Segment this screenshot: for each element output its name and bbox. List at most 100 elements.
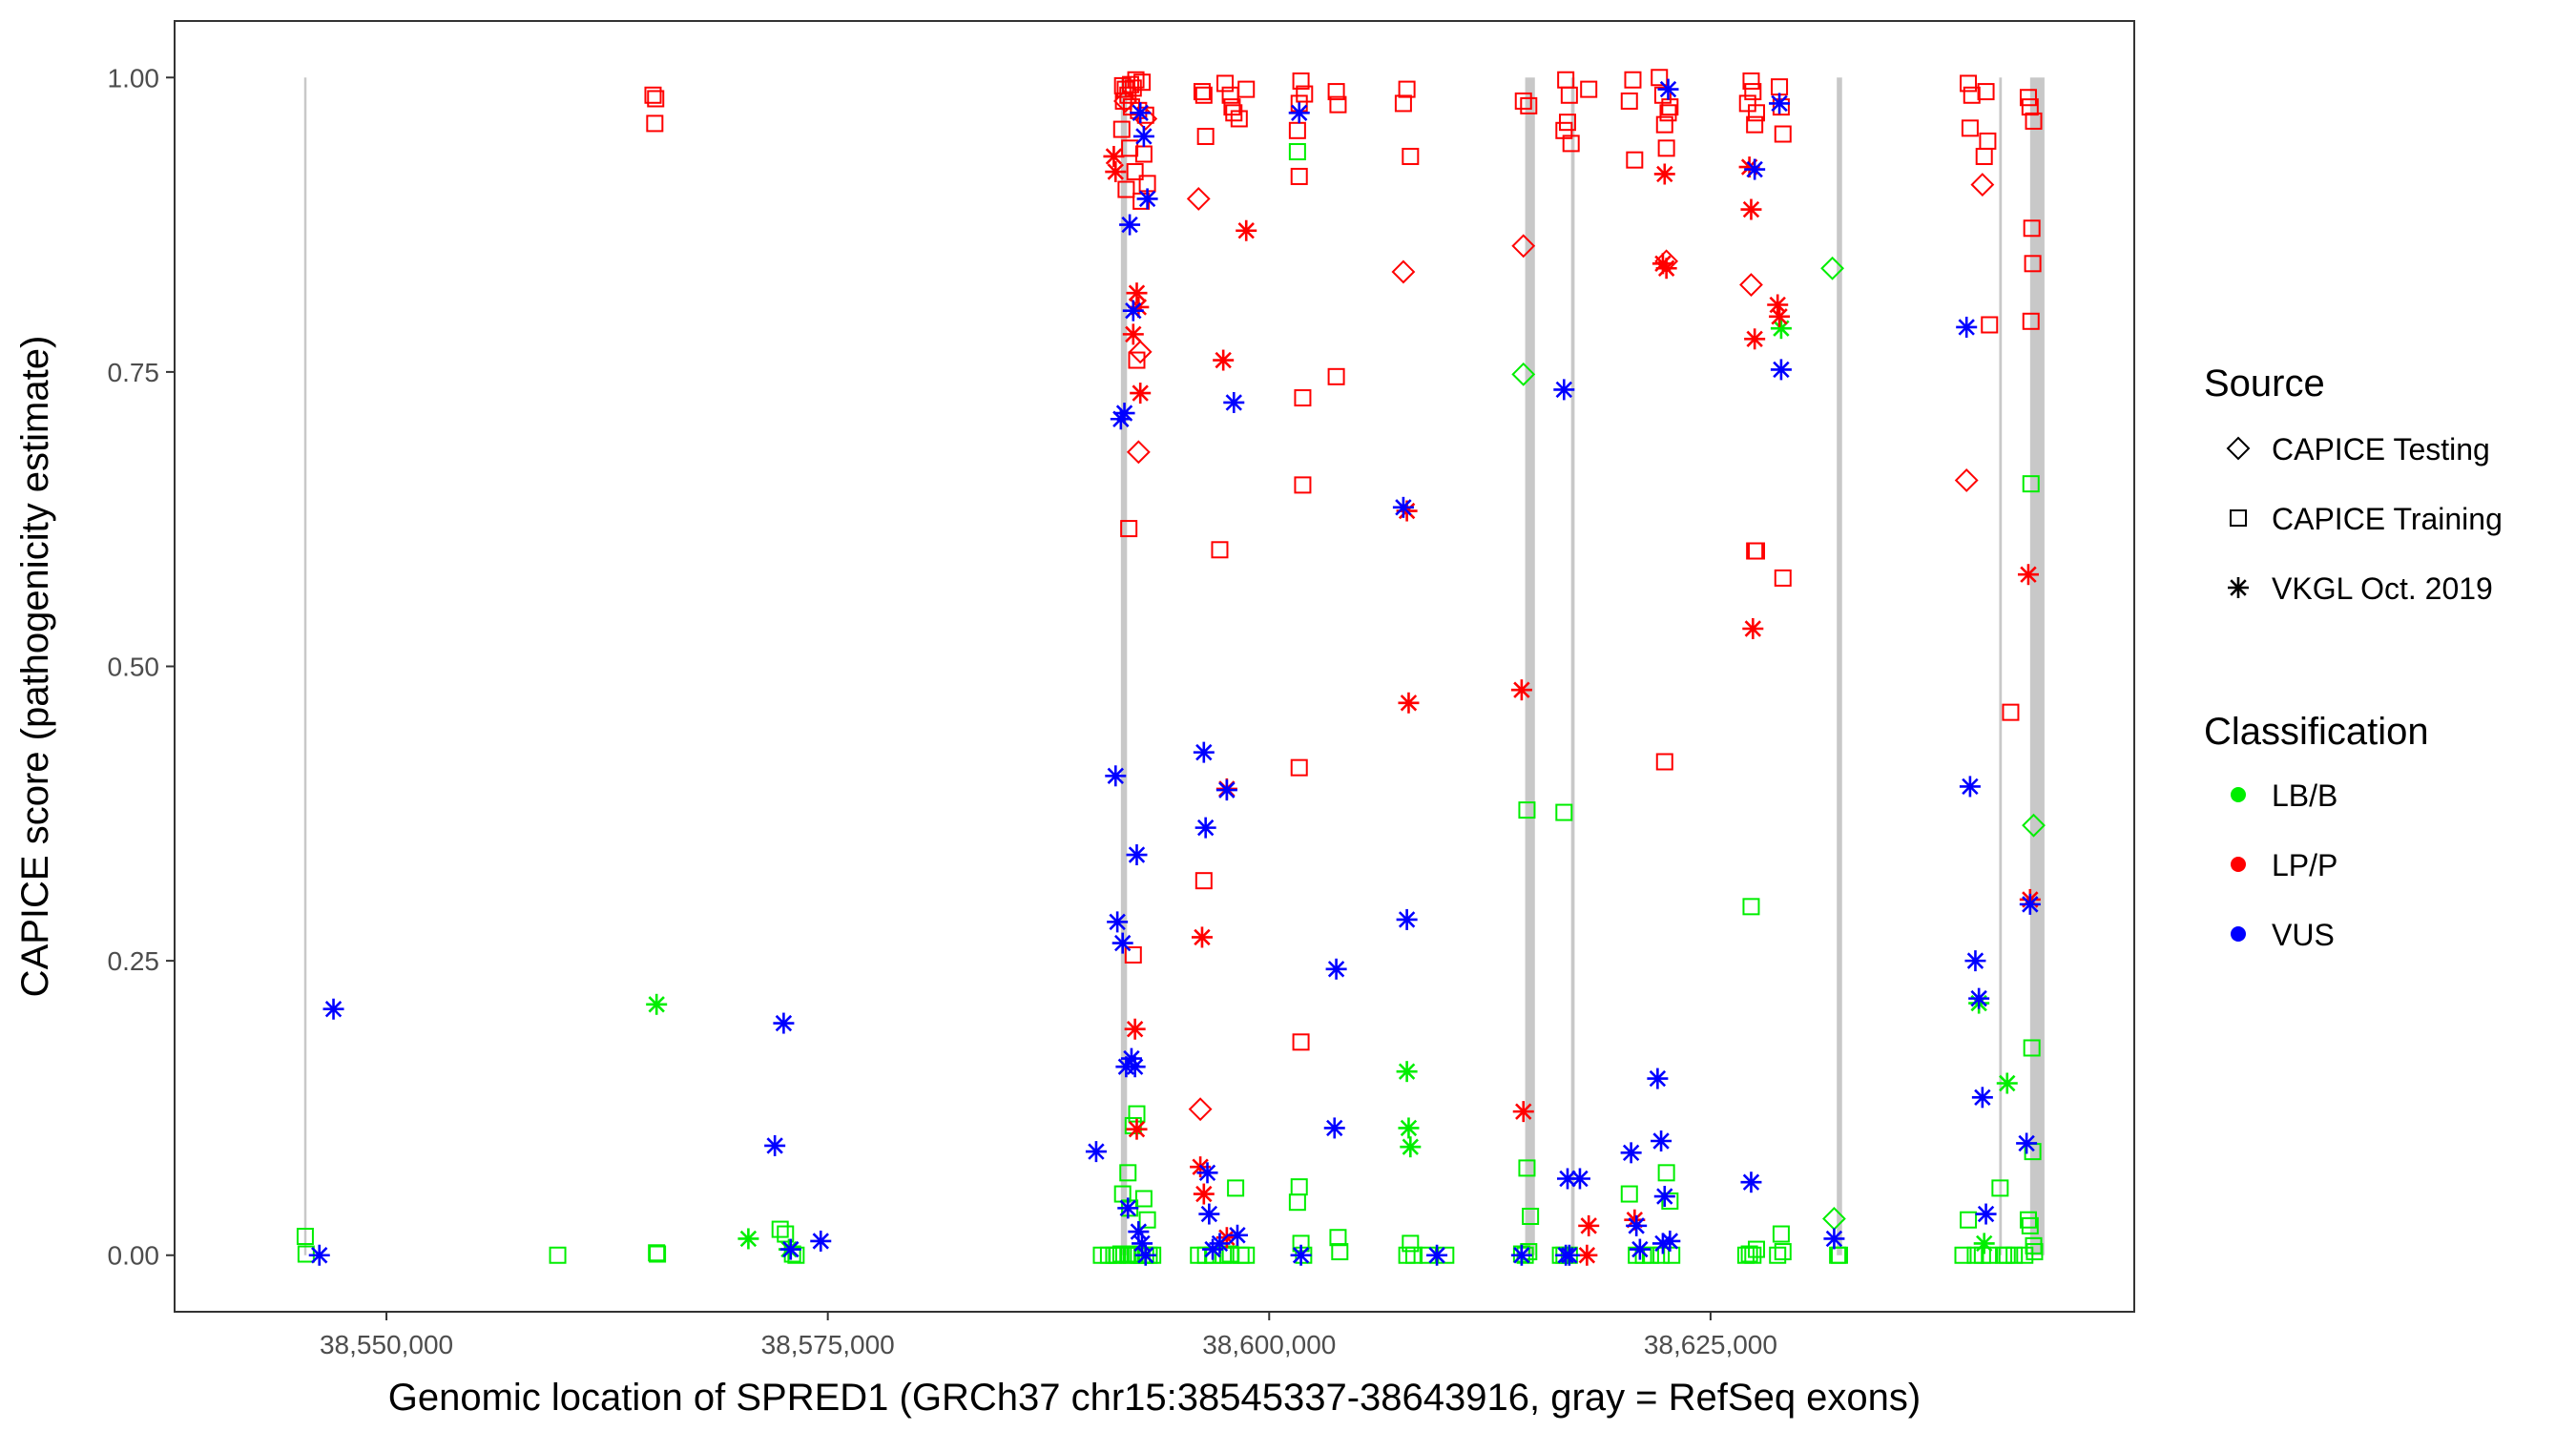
data-point-asterisk: [1236, 219, 1257, 241]
legend-symbol-square: [2230, 509, 2247, 527]
data-point-asterisk: [1193, 1183, 1215, 1205]
data-point-square: [1772, 98, 1790, 116]
data-point-square: [1405, 1246, 1423, 1264]
data-point-square: [777, 1225, 795, 1243]
data-point-asterisk: [1323, 1117, 1345, 1139]
data-point-asterisk: [1120, 1047, 1142, 1069]
data-point-asterisk: [1103, 145, 1125, 167]
data-point-asterisk: [322, 998, 344, 1020]
data-point-square: [2002, 703, 2020, 721]
data-point-square: [1292, 1033, 1310, 1051]
x-tick-label: 38,575,000: [761, 1330, 895, 1359]
data-point-square: [2021, 98, 2039, 116]
plot-panel: [174, 20, 2135, 1313]
data-point-square: [1522, 1208, 1540, 1226]
data-point-square: [1294, 476, 1312, 494]
data-point-square: [1738, 94, 1756, 113]
data-point-square: [1120, 520, 1138, 538]
data-point-asterisk: [1396, 908, 1418, 930]
data-point-square: [1963, 86, 1981, 104]
data-point-asterisk: [1555, 1244, 1577, 1266]
data-point-square: [1977, 83, 1995, 101]
data-point-square: [1402, 147, 1420, 165]
data-point-asterisk: [1126, 844, 1148, 866]
legend-class-symbols: [2231, 787, 2246, 942]
legend-symbol-dot: [2231, 926, 2246, 942]
data-point-asterisk: [1398, 1117, 1420, 1139]
legend-symbol-asterisk: [2228, 577, 2249, 598]
data-point-asterisk: [1288, 102, 1310, 124]
data-point-square: [1134, 1190, 1153, 1208]
data-point-square: [1991, 1179, 2009, 1197]
data-point-square: [1288, 121, 1306, 139]
data-point-square: [1580, 80, 1598, 98]
data-point-square: [1124, 945, 1142, 964]
data-point-asterisk: [1652, 1233, 1673, 1255]
data-point-square: [1109, 1246, 1127, 1264]
data-point-asterisk: [1107, 911, 1129, 933]
data-point-asterisk: [773, 1012, 795, 1034]
data-point-asterisk: [1191, 926, 1213, 948]
data-point-asterisk: [1426, 1244, 1448, 1266]
data-point-diamond: [1391, 259, 1416, 284]
data-point-asterisk: [1122, 323, 1144, 345]
data-point-square: [1290, 167, 1308, 185]
exon-band: [2029, 77, 2045, 1255]
y-tick-label: 0.75: [108, 358, 160, 387]
data-point-asterisk: [1744, 328, 1766, 350]
data-point-diamond: [2022, 813, 2046, 838]
y-tick-label: 0.00: [108, 1241, 160, 1271]
data-point-square: [1748, 1240, 1766, 1258]
data-point-square: [1663, 1246, 1681, 1264]
data-point-square: [2022, 312, 2040, 330]
data-point-square: [1216, 74, 1235, 93]
data-point-asterisk: [1647, 1068, 1669, 1089]
data-point-square: [1626, 151, 1644, 169]
data-point-square: [1294, 389, 1312, 407]
data-point-asterisk: [1117, 1197, 1139, 1219]
legend-item-capice-training: CAPICE Training: [2272, 502, 2503, 536]
data-point-asterisk: [1744, 158, 1766, 180]
data-point-asterisk: [1620, 1142, 1642, 1164]
data-point-square: [2022, 475, 2040, 493]
legend-source-symbols: [2226, 436, 2251, 598]
data-point-asterisk: [1226, 1224, 1248, 1246]
data-point-diamond: [1128, 340, 1153, 364]
data-point-asterisk: [1223, 391, 1245, 413]
data-point-square: [1195, 86, 1213, 104]
data-point-square: [1774, 1243, 1792, 1261]
data-point-square: [1560, 86, 1578, 104]
data-point-asterisk: [1392, 496, 1414, 518]
legend-item-lbb: LB/B: [2272, 778, 2337, 813]
data-point-asterisk: [2016, 1132, 2038, 1154]
data-point-square: [1122, 75, 1140, 93]
data-point-square: [1661, 1192, 1679, 1210]
x-tick-label: 38,600,000: [1202, 1330, 1336, 1359]
data-point-square: [1742, 72, 1760, 90]
data-point-asterisk: [1085, 1141, 1107, 1163]
data-point-square: [771, 1220, 789, 1238]
data-point-square: [1954, 1246, 1972, 1264]
data-point-asterisk: [1124, 1056, 1146, 1078]
data-point-square: [2025, 112, 2043, 130]
data-point-asterisk: [764, 1134, 786, 1156]
data-point-asterisk: [1657, 78, 1679, 100]
data-point-asterisk: [1553, 379, 1575, 401]
data-point-asterisk: [1130, 102, 1152, 124]
data-point-square: [1661, 98, 1679, 116]
data-point-asterisk: [1823, 1228, 1845, 1250]
data-point-square: [1211, 541, 1229, 559]
data-point-square: [1292, 72, 1310, 90]
data-point-square: [1657, 1164, 1675, 1182]
exon-band: [1570, 77, 1575, 1255]
data-point-square: [1659, 104, 1677, 122]
data-point-square: [2019, 1211, 2037, 1229]
data-point-square: [2024, 255, 2042, 273]
data-point-square: [647, 90, 665, 108]
data-point-asterisk: [1195, 817, 1216, 839]
y-tick-label: 0.50: [108, 653, 160, 682]
data-point-square: [1237, 80, 1256, 98]
data-point-diamond: [1126, 440, 1151, 465]
data-point-square: [2005, 1246, 2024, 1264]
